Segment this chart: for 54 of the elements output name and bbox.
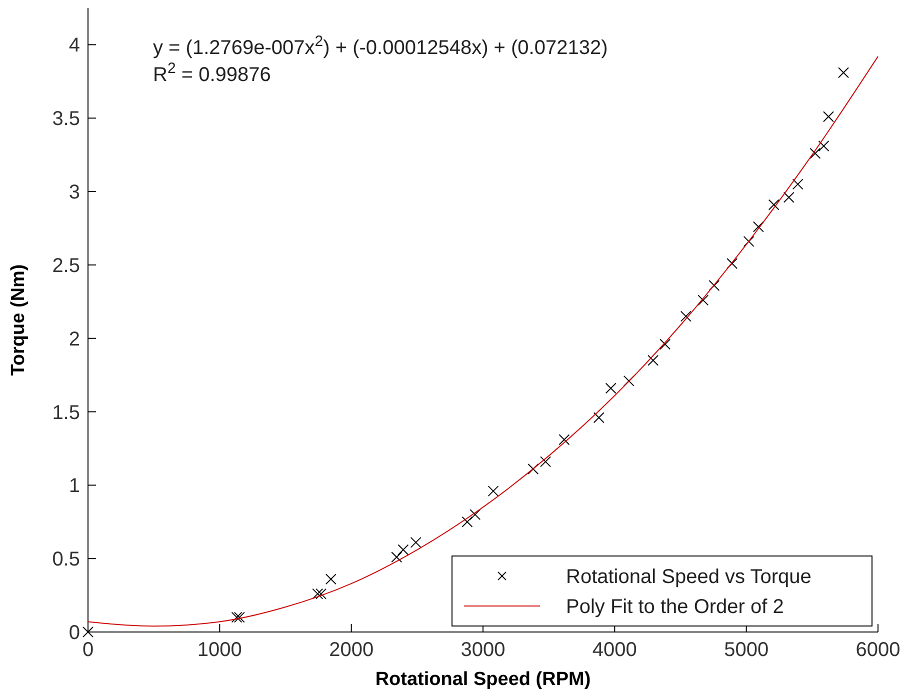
point [488,486,499,497]
point [660,338,671,350]
legend: Rotational Speed vs Torque Poly Fit to the Order of 2 [452,556,872,626]
x-tick-label: 0 [82,639,94,661]
point [398,544,409,556]
legend-label: Poly Fit to the Order of 2 [566,596,784,618]
y-tick-label: 0.5 [52,548,80,571]
point [558,434,570,446]
x-tick-label: 1000 [197,639,242,661]
point [783,192,794,203]
point [648,354,659,366]
point [810,148,821,159]
point [792,178,804,190]
point [325,574,336,585]
x-tick-label: 2000 [329,639,374,661]
y-tick-label: 1 [68,475,80,498]
point [391,552,402,563]
x-tick-label: 5000 [724,639,769,661]
point [708,280,720,291]
point [593,412,604,424]
point [822,111,834,122]
y-tick-label: 3 [68,182,80,204]
annotation: R$^{2}$ = 0.99876 [153,60,271,86]
point [528,464,539,475]
point [316,588,327,600]
point [82,626,94,638]
y-tick-label: 3.5 [52,108,80,130]
annotation: y = (1.2769e-007x$^{2}$) + (-0.00012548x) + (0.072132) [153,32,608,59]
point [312,588,324,600]
y-tick-label: 2 [68,328,80,350]
x-axis-title: Rotational Speed (RPM) [375,669,591,690]
x-tick-label: 4000 [592,639,637,661]
y-tick-label: 4 [68,34,80,57]
point [410,536,422,548]
y-tick-label: 1.5 [52,402,80,424]
point [470,509,481,520]
x-tick-label: 3000 [460,639,506,661]
point [768,199,780,210]
point [818,140,830,152]
point [462,516,473,528]
point [838,67,850,78]
y-tick-label: 0 [68,622,80,644]
point [698,294,709,306]
point [234,612,245,623]
point [752,221,764,232]
point [540,456,552,468]
y-axis-title: Torque (Nm) [8,264,29,376]
x-tick-label: 6000 [856,639,900,661]
point [231,612,242,623]
point [743,236,754,247]
y-tick-label: 2.5 [52,254,80,277]
point [680,310,692,322]
point [605,382,616,394]
point [726,258,738,269]
